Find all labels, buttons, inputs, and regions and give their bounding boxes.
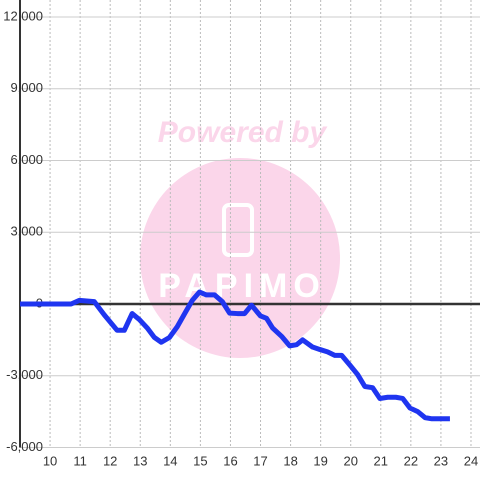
x-tick-label: 12	[103, 453, 117, 468]
x-tick-label: 20	[343, 453, 357, 468]
x-tick-label: 21	[374, 453, 388, 468]
x-tick-label: 23	[434, 453, 448, 468]
y-tick-label: 6,000	[10, 152, 43, 167]
x-tick-label: 11	[73, 453, 87, 468]
x-tick-label: 17	[253, 453, 267, 468]
x-tick-label: 13	[133, 453, 147, 468]
x-tick-label: 15	[193, 453, 207, 468]
x-tick-label: 18	[283, 453, 297, 468]
y-tick-label: 9,000	[10, 80, 43, 95]
x-tick-label: 16	[223, 453, 237, 468]
logo-icon	[222, 203, 254, 257]
x-tick-label: 14	[163, 453, 177, 468]
data-line	[20, 289, 450, 422]
watermark-text: Powered by	[158, 116, 328, 149]
x-tick-label: 19	[313, 453, 327, 468]
y-tick-label: -6,000	[6, 439, 43, 454]
y-tick-label: 12,000	[3, 8, 43, 23]
plot	[20, 289, 450, 422]
logo-text: PAPIMO	[158, 267, 326, 305]
x-tick-label: 10	[43, 453, 57, 468]
x-tick-label: 24	[464, 453, 478, 468]
y-tick-label: -3,000	[6, 367, 43, 382]
x-tick-label: 22	[404, 453, 418, 468]
y-tick-label: 3,000	[10, 224, 43, 239]
